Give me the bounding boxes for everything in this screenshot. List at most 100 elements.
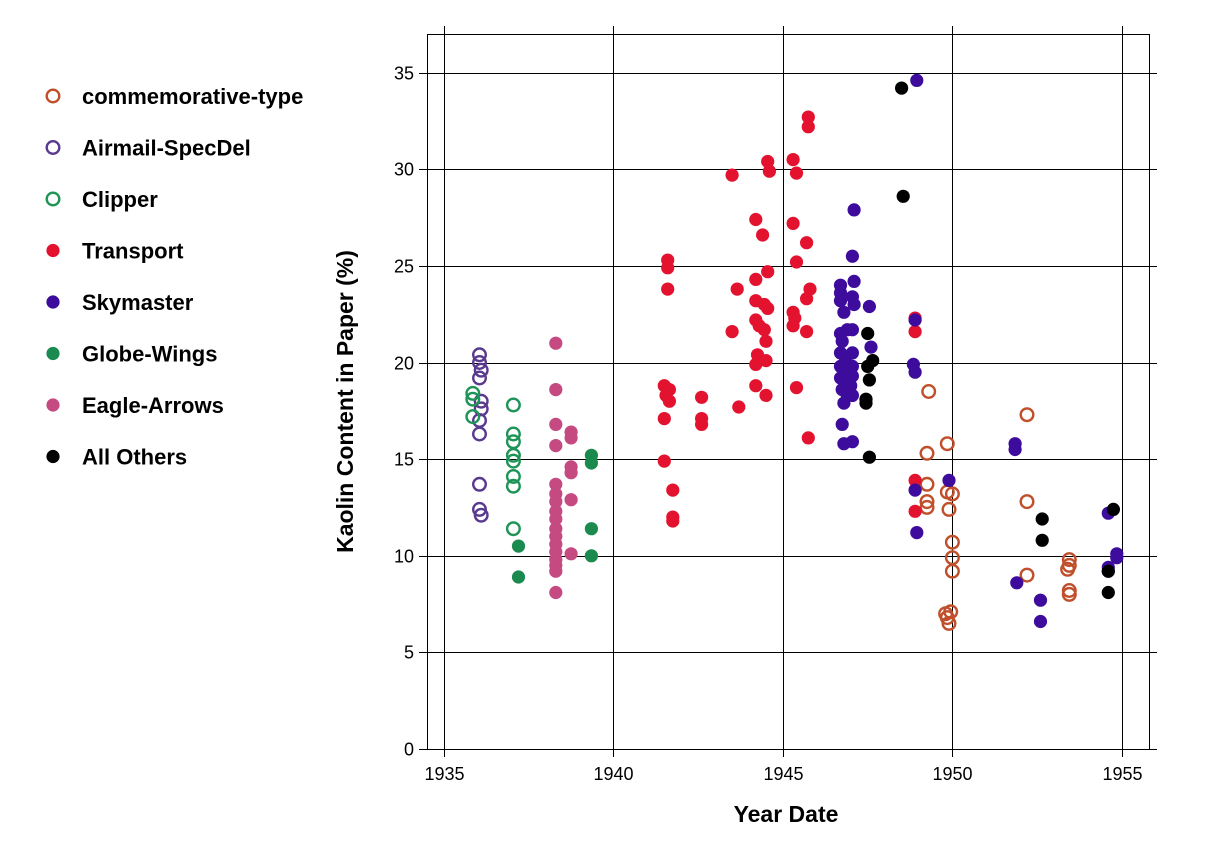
data-point <box>919 445 935 461</box>
data-point <box>564 431 578 445</box>
data-point <box>564 547 578 561</box>
y-axis-title: Kaolin Content in Paper (%) <box>332 250 358 553</box>
y-tick-label: 10 <box>394 547 414 567</box>
data-point <box>465 385 481 401</box>
y-tick-label: 25 <box>394 257 414 277</box>
data-point <box>762 164 777 178</box>
legend-marker <box>46 295 60 309</box>
series-commemorative-type <box>919 384 1077 631</box>
legend-label: Skymaster <box>82 290 194 315</box>
data-point <box>564 493 578 507</box>
data-point <box>1019 407 1035 423</box>
data-point <box>786 153 800 167</box>
data-point <box>847 203 861 217</box>
data-points <box>465 73 1124 631</box>
data-point <box>472 355 488 371</box>
data-point <box>910 526 924 540</box>
data-point <box>786 216 800 230</box>
data-point <box>473 507 489 523</box>
data-point <box>1035 512 1049 526</box>
data-point <box>661 282 675 296</box>
data-point <box>835 417 849 431</box>
data-point <box>862 450 877 464</box>
legend-marker <box>46 346 60 361</box>
data-point <box>845 359 860 373</box>
data-point <box>939 436 955 452</box>
legend: commemorative-type Airmail-SpecDel Clipper… <box>45 84 303 470</box>
data-point <box>835 334 849 348</box>
legend-item: Transport <box>46 239 184 264</box>
data-point <box>472 370 488 386</box>
data-point <box>786 319 800 333</box>
x-tick-label: 1935 <box>424 764 464 784</box>
data-point <box>861 326 875 341</box>
data-point <box>919 494 935 510</box>
data-point <box>908 473 922 487</box>
data-point <box>695 417 709 431</box>
data-point <box>859 396 873 410</box>
data-point <box>749 357 763 371</box>
data-point <box>910 73 924 87</box>
data-point <box>1019 567 1035 583</box>
data-point <box>833 294 848 308</box>
data-point <box>549 512 563 526</box>
data-point <box>789 166 804 180</box>
legend-marker <box>46 398 60 412</box>
data-point <box>801 110 815 124</box>
data-point <box>549 495 563 509</box>
data-point <box>1061 586 1077 602</box>
data-point <box>695 390 709 404</box>
data-point <box>549 417 563 431</box>
series-eagle-arrows <box>549 336 578 600</box>
legend-label: Airmail-SpecDel <box>82 136 251 161</box>
series-clipper <box>465 385 521 537</box>
data-point <box>749 272 763 286</box>
data-point <box>465 391 481 407</box>
plot-frame <box>426 33 1151 751</box>
data-point <box>847 297 861 312</box>
data-point <box>505 426 521 442</box>
x-tick-label: 1945 <box>763 764 803 784</box>
data-point <box>895 81 909 95</box>
legend-marker <box>46 449 60 464</box>
data-point <box>941 615 957 631</box>
y-tick-label: 0 <box>404 740 414 760</box>
y-tick-label: 30 <box>394 160 414 180</box>
data-point <box>505 521 521 537</box>
legend-label: Globe-Wings <box>82 342 217 367</box>
series-all-others <box>859 81 1120 600</box>
data-point <box>759 334 773 348</box>
data-point <box>861 359 875 373</box>
data-point <box>761 301 775 315</box>
data-point <box>759 388 773 402</box>
data-point <box>845 323 860 337</box>
legend-item: Globe-Wings <box>46 342 217 367</box>
data-point <box>908 504 922 518</box>
data-point <box>584 456 599 470</box>
legend-marker <box>46 243 60 258</box>
series-globe-wings <box>511 448 599 584</box>
data-point <box>908 325 922 339</box>
legend-label: All Others <box>82 445 187 470</box>
data-point <box>789 255 804 269</box>
data-point <box>845 388 860 402</box>
data-point <box>801 431 815 445</box>
data-point <box>549 477 563 491</box>
data-point <box>800 325 814 339</box>
data-point <box>1061 552 1077 568</box>
data-point <box>908 313 922 327</box>
legend-item: Eagle-Arrows <box>46 393 224 418</box>
data-point <box>657 454 671 468</box>
data-point <box>921 384 937 400</box>
data-point <box>584 522 599 536</box>
x-tick-label: 1950 <box>932 764 972 784</box>
data-point <box>800 292 814 306</box>
data-point <box>1019 494 1035 510</box>
data-point <box>564 466 578 480</box>
data-point <box>725 325 739 339</box>
series-transport <box>657 110 922 528</box>
legend-item: Airmail-SpecDel <box>45 136 251 161</box>
data-point <box>845 346 860 360</box>
data-point <box>837 396 851 410</box>
